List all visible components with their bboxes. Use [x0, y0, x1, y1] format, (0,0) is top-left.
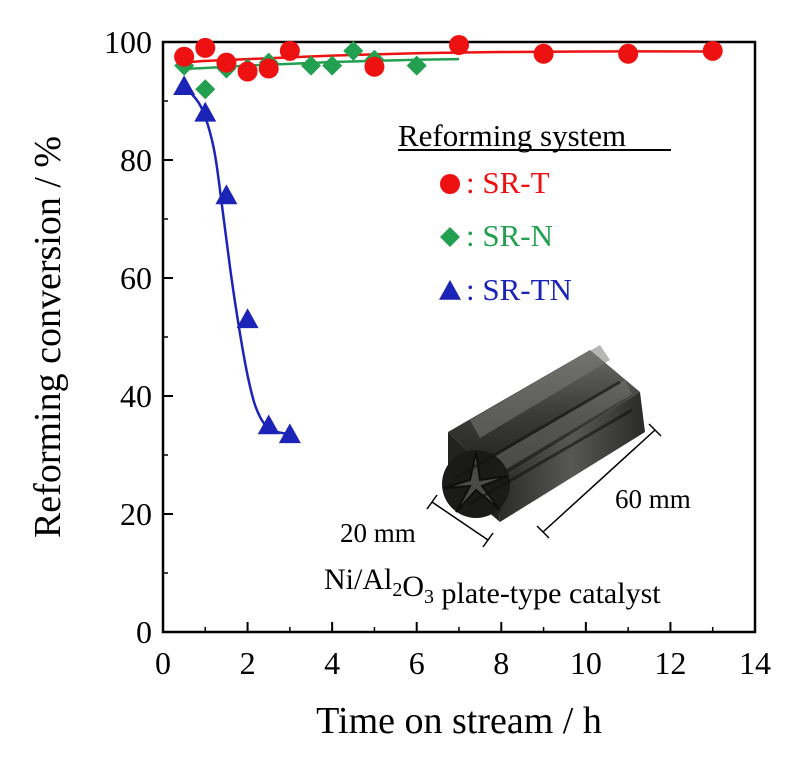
inset-dim-width-label: 20 mm [340, 518, 416, 548]
fit-line-sr-t [184, 50, 713, 64]
y-tick-labels: 0 20 40 60 80 100 [104, 24, 152, 650]
y-tick-label: 80 [120, 142, 152, 178]
data-point-sr-n [195, 79, 216, 100]
fit-line-sr-tn [183, 85, 291, 436]
data-point-sr-n [406, 55, 427, 76]
data-point-sr-tn [257, 414, 280, 435]
y-tick-label: 100 [104, 24, 152, 60]
x-tick-labels: 0 2 4 6 8 10 12 14 [155, 645, 771, 681]
dimension-length [536, 423, 662, 539]
x-tick-label: 2 [240, 645, 256, 681]
y-tick-label: 20 [120, 496, 152, 532]
y-tick-label: 40 [120, 378, 152, 414]
data-point-sr-tn [194, 101, 217, 122]
x-tick-label: 14 [739, 645, 771, 681]
legend-label-sr-tn: : SR-TN [466, 272, 572, 307]
data-point-sr-t [702, 40, 723, 61]
legend-marker-sr-n [440, 227, 460, 247]
data-point-sr-tn [215, 184, 238, 205]
data-point-sr-t [618, 43, 639, 64]
x-tick-label: 12 [654, 645, 686, 681]
data-point-sr-t [279, 40, 300, 61]
x-tick-label: 10 [570, 645, 602, 681]
legend-title: Reforming system [398, 118, 626, 153]
legend-marker-sr-tn [439, 280, 461, 300]
x-tick-label: 6 [409, 645, 425, 681]
x-tick-label: 0 [155, 645, 171, 681]
legend: Reforming system : SR-T : SR-N : SR-TN [398, 118, 671, 307]
data-point-sr-t [449, 34, 469, 55]
data-point-sr-t [216, 52, 237, 73]
data-point-sr-tn [236, 308, 259, 329]
data-point-sr-tn [173, 75, 196, 96]
y-tick-label: 0 [136, 614, 152, 650]
y-tick-label: 60 [120, 260, 152, 296]
data-point-sr-tn [278, 423, 301, 444]
data-point-sr-t [533, 43, 554, 64]
data-markers [173, 34, 723, 444]
legend-label-sr-t: : SR-T [466, 165, 550, 200]
legend-marker-sr-t [440, 174, 460, 194]
data-point-sr-n [322, 55, 343, 76]
legend-label-sr-n: : SR-N [466, 218, 553, 253]
x-axis-label: Time on stream / h [316, 700, 602, 742]
tick-marks [162, 41, 756, 633]
inset-caption: Ni/Al2O3 plate-type catalyst [324, 563, 661, 610]
inset-dim-length-label: 60 mm [615, 484, 691, 514]
data-point-sr-n [343, 40, 364, 61]
data-point-sr-t [258, 58, 279, 79]
dimension-width [426, 494, 494, 548]
data-point-sr-t [364, 56, 385, 77]
catalyst-end-face [442, 450, 510, 518]
catalyst-photo [442, 345, 645, 522]
data-point-sr-t [237, 61, 258, 82]
x-tick-label: 4 [324, 645, 340, 681]
data-point-sr-t [195, 37, 216, 58]
y-axis-label: Reforming conversion / % [27, 136, 69, 538]
data-point-sr-t [174, 46, 195, 67]
x-tick-label: 8 [493, 645, 509, 681]
data-point-sr-n [301, 55, 321, 76]
